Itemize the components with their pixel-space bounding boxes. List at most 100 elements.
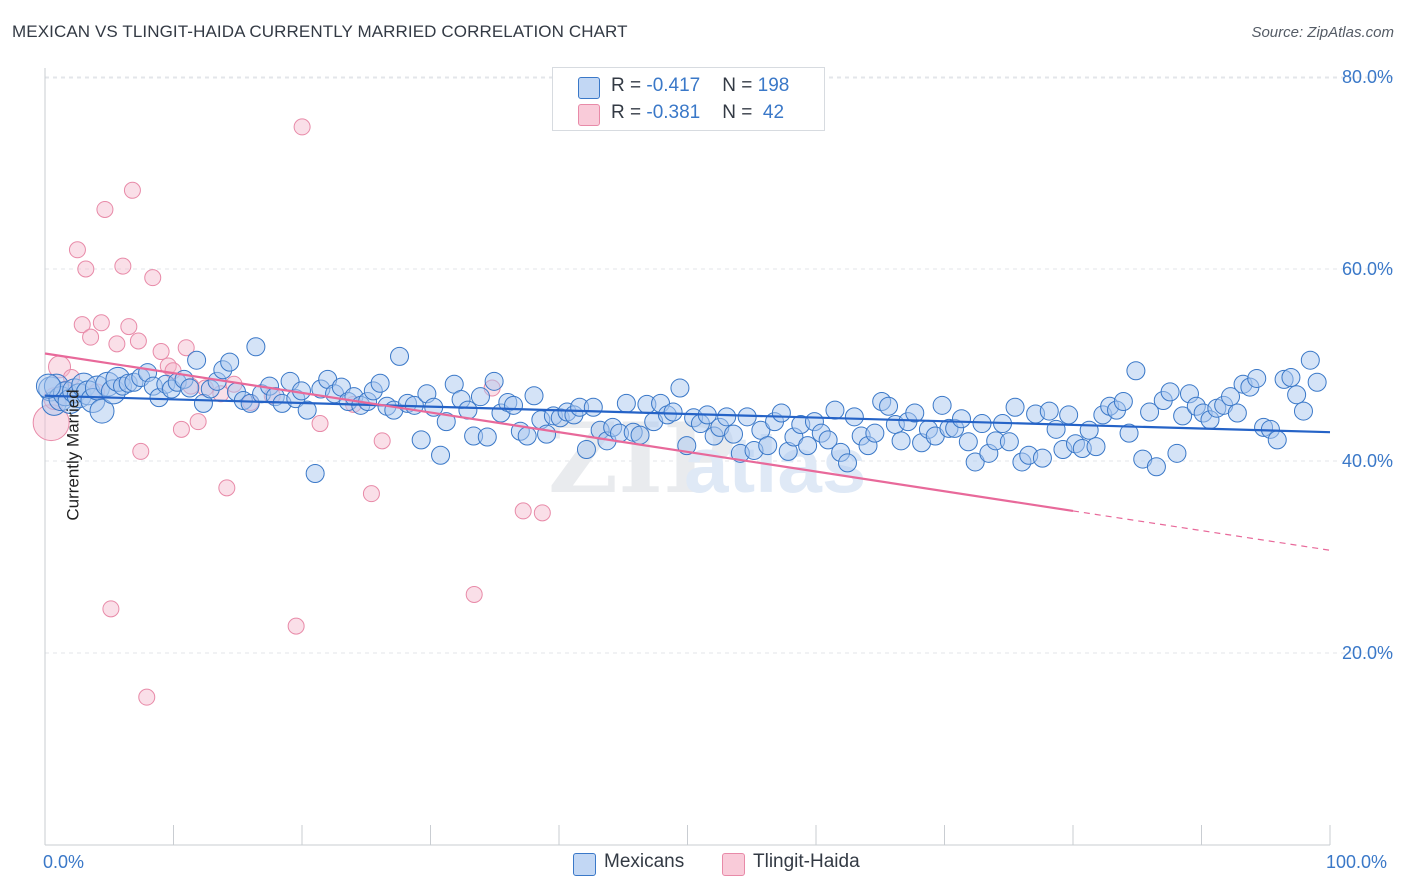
- tlingit-haida-point: [373, 432, 391, 450]
- mexicans-point: [1005, 397, 1025, 417]
- mexicans-point: [1079, 420, 1099, 440]
- y-tick-label: 40.0%: [1342, 451, 1393, 471]
- mexicans-point: [865, 423, 885, 443]
- mexicans-point: [717, 407, 737, 427]
- mexicans-point: [771, 403, 791, 423]
- mexicans-swatch: [578, 77, 600, 99]
- mexicans-point: [297, 400, 317, 420]
- chart-source: Source: ZipAtlas.com: [1251, 24, 1394, 41]
- tlingit-haida-point: [311, 415, 329, 433]
- mexicans-point: [484, 371, 504, 391]
- tlingit-haida-point: [514, 502, 532, 520]
- tlingit-haida-legend-swatch: [722, 853, 745, 876]
- mexicans-point: [1173, 406, 1193, 426]
- mexicans-point: [670, 378, 690, 398]
- mexicans-point: [1221, 387, 1241, 407]
- tlingit-haida-trend-line: [44, 352, 1074, 513]
- mexicans-point: [1146, 457, 1166, 477]
- mexicans-point: [1300, 350, 1320, 370]
- tlingit-haida-point: [82, 328, 100, 346]
- mexicans-point: [436, 412, 456, 432]
- x-tick-label-min: 0.0%: [43, 852, 85, 872]
- mexicans-points: [35, 337, 1327, 483]
- mexicans-point: [1281, 367, 1301, 387]
- mexicans-point: [477, 427, 497, 447]
- r-value: -0.381: [646, 102, 701, 123]
- tlingit-haida-swatch: [578, 104, 600, 126]
- n-label: N =: [722, 75, 758, 96]
- mexicans-point: [470, 387, 490, 407]
- tlingit-haida-point: [533, 504, 551, 522]
- y-tick-label: 80.0%: [1342, 67, 1393, 87]
- mexicans-point: [1059, 405, 1079, 425]
- mexicans-point: [1039, 401, 1059, 421]
- series-legend: Mexicans Tlingit-Haida: [0, 851, 1406, 877]
- r-label: R =: [611, 102, 647, 123]
- y-tick-label: 20.0%: [1342, 643, 1393, 663]
- mexicans-point: [905, 403, 925, 423]
- mexicans-point: [798, 436, 818, 456]
- tlingit-haida-point: [293, 118, 311, 136]
- mexicans-point: [180, 378, 200, 398]
- mexicans-point: [663, 402, 683, 422]
- mexicans-point: [89, 398, 115, 424]
- y-axis-label: Currently Married: [63, 389, 83, 521]
- mexicans-point: [1046, 419, 1066, 439]
- tlingit-haida-point: [73, 316, 91, 334]
- mexicans-legend-swatch: [573, 853, 596, 876]
- axes: [44, 68, 1331, 846]
- tlingit-haida-point: [129, 332, 147, 350]
- tlingit-haida-point: [465, 585, 483, 603]
- tlingit-haida-point: [77, 260, 95, 278]
- x-tick-label-max: 100.0%: [1326, 852, 1388, 872]
- mexicans-point: [1293, 401, 1313, 421]
- mexicans-point: [838, 453, 858, 473]
- mexicans-point: [932, 395, 952, 415]
- mexicans-point: [616, 393, 636, 413]
- tlingit-haida-point: [132, 442, 150, 460]
- y-tick-label: 60.0%: [1342, 259, 1393, 279]
- mexicans-point: [524, 386, 544, 406]
- mexicans-point: [999, 432, 1019, 452]
- tlingit-haida-point: [92, 314, 110, 332]
- mexicans-point: [576, 439, 596, 459]
- chart-title: MEXICAN VS TLINGIT-HAIDA CURRENTLY MARRI…: [12, 22, 628, 41]
- tlingit-haida-point: [144, 269, 162, 287]
- mexicans-point: [35, 373, 61, 399]
- legend-label-tlingit-haida: Tlingit-Haida: [753, 851, 860, 872]
- mexicans-point: [818, 430, 838, 450]
- mexicans-point: [958, 432, 978, 452]
- mexicans-point: [220, 352, 240, 372]
- n-label: N =: [722, 102, 758, 123]
- tlingit-haida-point: [120, 318, 138, 336]
- mexicans-point: [630, 425, 650, 445]
- mexicans-point: [1287, 385, 1307, 405]
- mexicans-point: [879, 396, 899, 416]
- r-value: -0.417: [646, 75, 701, 96]
- mexicans-point: [1227, 403, 1247, 423]
- mexicans-point: [246, 337, 266, 357]
- tlingit-haida-point: [108, 335, 126, 353]
- mexicans-point: [1307, 372, 1327, 392]
- mexicans-point: [1267, 430, 1287, 450]
- mexicans-point: [305, 463, 325, 483]
- mexicans-point: [187, 350, 207, 370]
- mexicans-point: [1126, 361, 1146, 381]
- mexicans-point: [724, 424, 744, 444]
- mexicans-point: [431, 445, 451, 465]
- stats-legend: R = -0.417 N = 198 R = -0.381 N = 42: [552, 67, 825, 131]
- tlingit-haida-point: [189, 413, 207, 431]
- tlingit-haida-point: [68, 241, 86, 259]
- tlingit-haida-point: [114, 257, 132, 275]
- mexicans-point: [1167, 443, 1187, 463]
- gridlines: [45, 76, 1393, 654]
- tlingit-haida-trend-extension: [1072, 510, 1331, 551]
- legend-label-mexicans: Mexicans: [604, 851, 685, 872]
- mexicans-point: [1119, 423, 1139, 443]
- tlingit-haida-point: [159, 357, 177, 375]
- mexicans-point: [504, 395, 524, 415]
- tlingit-haida-point: [123, 181, 141, 199]
- mexicans-point: [758, 436, 778, 456]
- mexicans-point: [951, 409, 971, 429]
